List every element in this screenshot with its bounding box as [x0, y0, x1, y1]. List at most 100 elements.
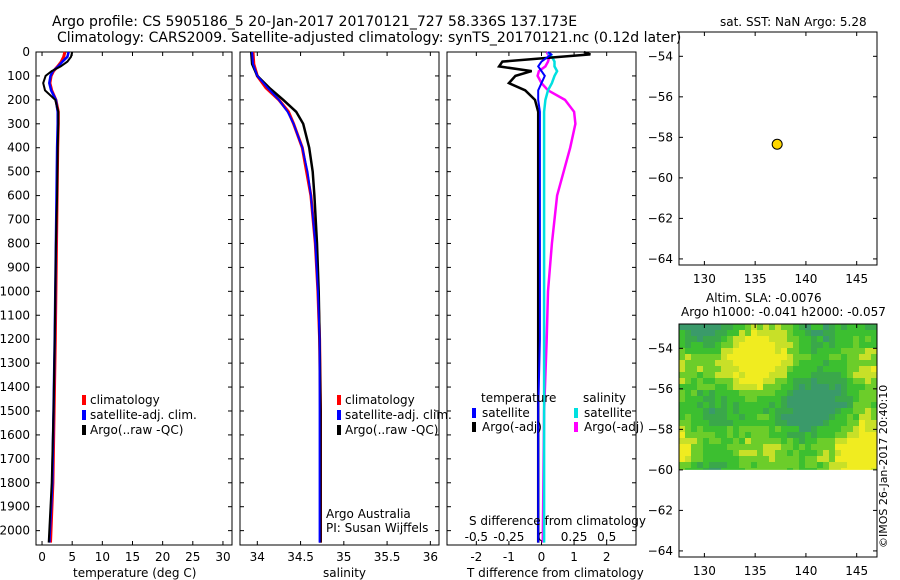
sla-cell	[733, 450, 739, 456]
sla-cell	[709, 450, 715, 456]
sla-cell	[721, 408, 727, 414]
sla-cell	[853, 330, 859, 336]
sla-cell	[733, 414, 739, 420]
sla-cell	[769, 450, 775, 456]
sla-cell	[793, 420, 799, 426]
sla-cell	[847, 366, 853, 372]
sla-cell	[721, 450, 727, 456]
sla-cell	[847, 438, 853, 444]
sla-cell	[787, 450, 793, 456]
legend-label: satellite-adj. clim.	[90, 408, 197, 422]
sla-cell	[775, 420, 781, 426]
sla-cell	[817, 330, 823, 336]
legend-swatch	[574, 408, 578, 418]
sla-cell	[823, 438, 829, 444]
sla-cell	[865, 396, 871, 402]
sla-cell	[805, 456, 811, 462]
sla-cell	[745, 366, 751, 372]
sla-cell	[757, 468, 763, 470]
x-tick-label: 35	[336, 550, 351, 564]
sla-cell	[679, 336, 685, 342]
depth-tick-label: 600	[7, 189, 30, 203]
sla-cell	[835, 366, 841, 372]
salinity-note1: Argo Australia	[326, 507, 411, 521]
sla-cell	[763, 438, 769, 444]
sla-cell	[739, 354, 745, 360]
sla-cell	[859, 462, 865, 468]
sla-cell	[691, 360, 697, 366]
profile-frame	[446, 51, 637, 546]
sla-cell	[697, 396, 703, 402]
sla-cell	[841, 366, 847, 372]
sla-cell	[739, 408, 745, 414]
sla-cell	[799, 414, 805, 420]
sla-cell	[775, 396, 781, 402]
legend-swatch	[574, 422, 578, 432]
sla-cell	[685, 384, 691, 390]
sla-cell	[805, 324, 811, 330]
x-tick-label: 25	[185, 550, 200, 564]
sla-cell	[835, 402, 841, 408]
x-tick-label: 15	[125, 550, 140, 564]
sla-cell	[865, 432, 871, 438]
sla-cell	[745, 330, 751, 336]
sla-cell	[865, 402, 871, 408]
sla-cell	[745, 432, 751, 438]
sla-cell	[727, 438, 733, 444]
sla-cell	[703, 420, 709, 426]
sla-cell	[823, 462, 829, 468]
sla-cell	[697, 462, 703, 468]
sla-cell	[727, 384, 733, 390]
sla-cell	[811, 414, 817, 420]
sla-cell	[847, 462, 853, 468]
sla-cell	[817, 432, 823, 438]
sla-cell	[685, 438, 691, 444]
sla-cell	[835, 330, 841, 336]
sla-cell	[865, 372, 871, 378]
sla-cell	[757, 432, 763, 438]
sla-cell	[709, 414, 715, 420]
depth-tick-label: 100	[7, 69, 30, 83]
sla-cell	[757, 462, 763, 468]
sla-cell	[685, 378, 691, 384]
sla-cell	[763, 372, 769, 378]
sla-cell	[685, 456, 691, 462]
map-frame	[678, 323, 878, 558]
sla-cell	[865, 420, 871, 426]
legend-swatch	[337, 425, 341, 435]
sla-cell	[865, 354, 871, 360]
sla-cell	[721, 456, 727, 462]
sla-cell	[739, 426, 745, 432]
sla-cell	[709, 462, 715, 468]
sla-cell	[709, 354, 715, 360]
sla-cell	[835, 414, 841, 420]
sla-cell	[811, 348, 817, 354]
sla-cell	[865, 462, 871, 468]
sla-cell	[775, 324, 781, 330]
x-tick-label: 36	[423, 550, 438, 564]
sla-cell	[871, 462, 877, 468]
sla-cell	[793, 444, 799, 450]
sla-cell	[685, 390, 691, 396]
map-y-tick-label: −54	[648, 341, 673, 355]
sla-cell	[727, 444, 733, 450]
sla-cell	[751, 342, 757, 348]
sla-cell	[817, 372, 823, 378]
sla-cell	[781, 384, 787, 390]
sla-cell	[859, 354, 865, 360]
sla-cell	[763, 324, 769, 330]
depth-tick-label: 1200	[0, 332, 30, 346]
sla-cell	[853, 390, 859, 396]
sla-cell	[679, 402, 685, 408]
map-y-tick-label: −60	[648, 463, 673, 477]
sla-cell	[733, 324, 739, 330]
sla-cell	[697, 450, 703, 456]
sla-cell	[871, 396, 877, 402]
sla-cell	[859, 360, 865, 366]
profile-frame	[239, 51, 440, 546]
header-line1: Argo profile: CS 5905186_5 20-Jan-2017 2…	[52, 14, 578, 30]
sla-cell	[871, 450, 877, 456]
sla-cell	[775, 342, 781, 348]
map-x-tick-label: 130	[693, 564, 716, 578]
sla-cell	[859, 438, 865, 444]
